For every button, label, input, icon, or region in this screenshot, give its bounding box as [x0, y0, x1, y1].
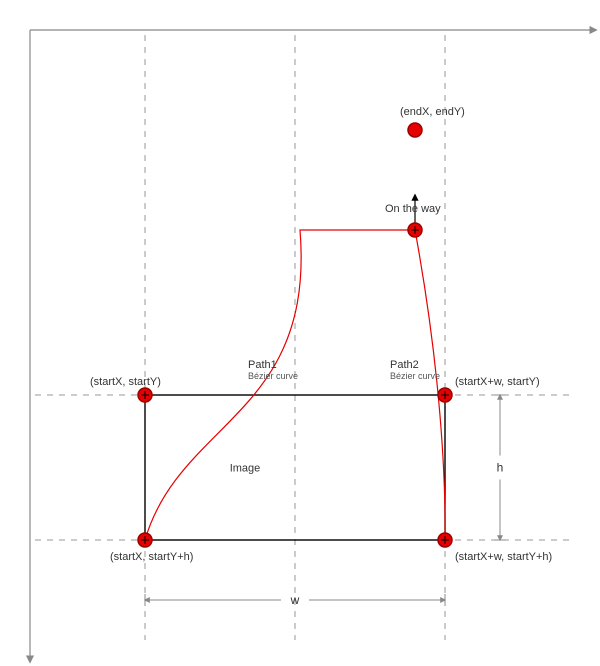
path1-curve: [145, 230, 415, 540]
dimension-w: w: [145, 593, 445, 607]
dimension-h: h: [494, 395, 506, 540]
dimension-h-label: h: [497, 461, 504, 475]
path1-label: Path1: [248, 359, 277, 371]
guide-lines: [35, 35, 570, 640]
point-end: (endX, endY): [400, 106, 465, 137]
point-tl: (startX, startY): [90, 376, 161, 402]
point-label-tl: (startX, startY): [90, 376, 161, 388]
point-bl: (startX, startY+h): [110, 533, 193, 563]
dimension-w-label: w: [290, 593, 300, 607]
axes: [30, 30, 596, 662]
point-label-onway: On the way: [385, 203, 441, 215]
point-onway: On the way: [385, 203, 441, 237]
path2-curve: [415, 230, 445, 540]
point-br: (startX+w, startY+h): [438, 533, 552, 563]
point-label-br: (startX+w, startY+h): [455, 551, 552, 563]
path2-sublabel: Bézier curve: [390, 371, 440, 381]
point-label-end: (endX, endY): [400, 106, 465, 118]
points-layer: (startX, startY) (startX+w, startY) (start…: [90, 106, 552, 563]
dot-end: [408, 123, 422, 137]
point-label-bl: (startX, startY+h): [110, 551, 193, 563]
diagram-canvas: Image Path1 Bézier curve Path2 Bézier cu…: [0, 0, 600, 666]
point-label-tr: (startX+w, startY): [455, 376, 540, 388]
point-tr: (startX+w, startY): [438, 376, 540, 402]
image-label: Image: [230, 463, 261, 475]
path1-sublabel: Bézier curve: [248, 371, 298, 381]
path2-label: Path2: [390, 359, 419, 371]
